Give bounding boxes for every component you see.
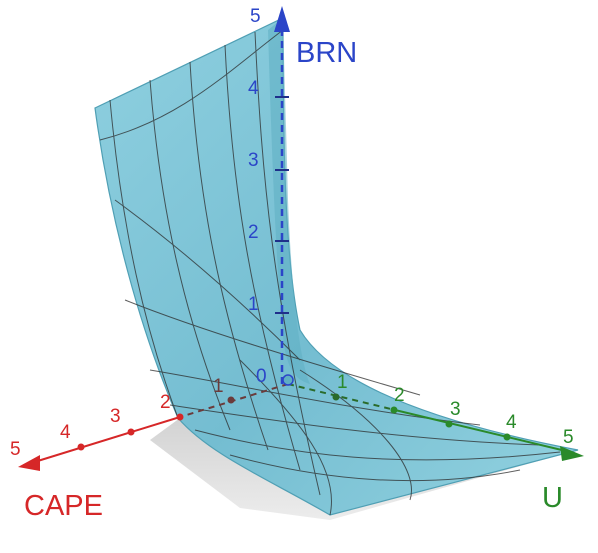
x-axis: [27, 416, 181, 465]
mesh-line: [169, 404, 541, 446]
mesh-line: [299, 369, 412, 501]
x-tick-label-4: 4: [60, 422, 71, 443]
x-axis-label: CAPE: [24, 490, 103, 522]
z-tick-label-4: 4: [248, 78, 259, 99]
y-axis: [394, 409, 571, 453]
y-tick-point-3: [445, 420, 453, 428]
x-tick-label-2: 2: [160, 392, 171, 413]
y-tick-label-5: 5: [563, 427, 574, 448]
mesh-line: [114, 199, 301, 361]
y-axis-arrowhead: [560, 446, 584, 461]
x-tick-point-3: [127, 428, 135, 436]
z-tick-label-2: 2: [248, 222, 259, 243]
x-axis-ticks: 1 2 3 4 5: [10, 376, 235, 460]
mesh-line: [149, 79, 231, 431]
mesh-line: [124, 299, 421, 396]
z-axis-ticks: 0 1 2 3 4 5: [248, 6, 289, 387]
y-axis-hidden: [287, 383, 396, 411]
mesh-line: [99, 29, 284, 141]
y-tick-label-3: 3: [450, 399, 461, 420]
y-tick-point-4: [503, 433, 511, 441]
mesh-line: [194, 429, 561, 461]
x-tick-label-5: 5: [10, 439, 21, 460]
y-tick-label-4: 4: [506, 412, 517, 433]
x-tick-label-3: 3: [110, 406, 121, 427]
y-tick-label-2: 2: [394, 385, 405, 406]
x-tick-label-1: 1: [213, 376, 224, 397]
z-axis-arrowhead: [274, 6, 290, 32]
y-tick-label-1: 1: [337, 372, 348, 393]
z-tick-label-5: 5: [250, 6, 261, 27]
x-tick-point-1: [227, 396, 235, 404]
y-tick-point-2: [390, 406, 398, 414]
mesh-line: [239, 359, 332, 516]
mesh-line: [189, 61, 269, 451]
x-tick-point-2: [176, 413, 184, 421]
y-tick-point-1: [332, 393, 340, 401]
x-axis-arrowhead: [18, 455, 40, 471]
z-tick-label-3: 3: [248, 150, 259, 171]
mesh-line: [254, 31, 321, 496]
z-tick-label-0: 0: [256, 366, 267, 387]
surface-fold: [268, 18, 310, 384]
z-tick-label-1: 1: [248, 294, 259, 315]
mesh-line: [229, 454, 521, 482]
x-tick-point-4: [77, 443, 85, 451]
y-axis-ticks: 1 2 3 4 5: [332, 372, 574, 448]
origin-point: [282, 374, 294, 386]
y-axis-label: U: [542, 482, 563, 514]
mesh-line: [109, 99, 179, 419]
z-axis-label: BRN: [296, 37, 357, 69]
